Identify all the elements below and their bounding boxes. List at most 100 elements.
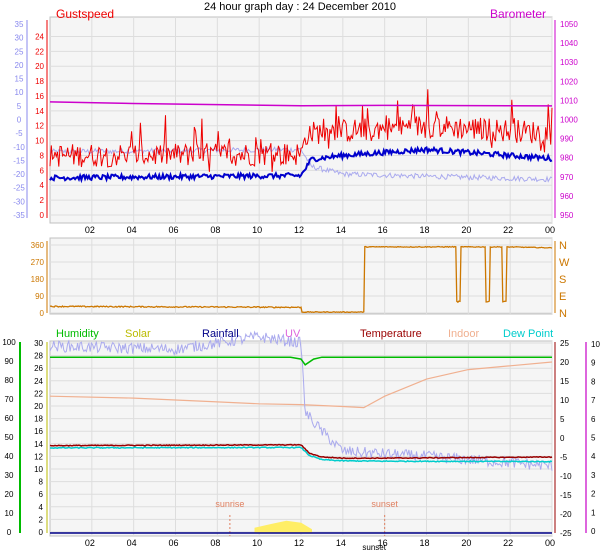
humidity-axis-tick-label: 70 [5,395,14,404]
legend-item: Temperature [360,328,422,340]
solar-axis-tick-label: 12 [34,452,43,461]
temperature-axis-tick-label: 25 [560,339,569,348]
temp-humidity-x-tick-label: 10 [252,538,262,548]
temp-humidity-x-tick-label: 22 [503,538,513,548]
wind-baro-x-tick-label: 10 [252,225,262,235]
wind-baro-x-tick-label: 04 [127,225,137,235]
temperature-axis-tick-label: -15 [560,491,572,500]
wind-baro-x-tick-label: 14 [336,225,346,235]
uv-axis-tick-label: 4 [591,452,596,461]
left-axis-1-tick-label: 20 [15,61,24,70]
humidity-axis-tick-label: 100 [2,338,16,347]
barometer-axis-tick-label: 1000 [560,116,578,125]
humidity-axis-tick-label: 10 [5,509,14,518]
wind-direction-line [49,245,553,314]
wind-baro-x-tick-label: 22 [503,225,513,235]
left-axis-1-tick-label: -15 [13,156,25,165]
gust-axis-tick-label: 4 [40,181,45,190]
wind-baro-x-tick-label: 02 [85,225,95,235]
left-axis-1-tick-label: -25 [13,184,25,193]
barometer-axis-tick-label: 960 [560,192,574,201]
temp-humidity-x-tick-label: 18 [419,538,429,548]
temperature-line [49,443,553,460]
left-axis-1-tick-label: -5 [15,129,23,138]
temp-line [49,330,553,471]
uv-axis-tick-label: 5 [591,434,596,443]
solar-axis-tick-label: 16 [34,427,43,436]
uv-axis-tick-label: 7 [591,396,596,405]
sunset-label: sunset [371,499,398,509]
wind-baro-x-tick-label: 16 [378,225,388,235]
gustspeed-label: Gustspeed [56,7,114,21]
barometer-label: Barometer [490,7,546,21]
barometer-line [49,101,553,107]
legend-item: Solar [125,328,151,340]
uv-axis-tick-label: 3 [591,471,596,480]
solar-axis-tick-label: 22 [34,389,43,398]
temperature-axis-tick-label: 10 [560,396,569,405]
solar-axis-tick-label: 2 [39,515,44,524]
temp-humidity-x-tick-label: 12 [294,538,304,548]
gust-axis-tick-label: 6 [40,166,45,175]
uv-axis-tick-label: 9 [591,359,596,368]
barometer-axis-tick-label: 1020 [560,77,578,86]
temperature-axis-tick-label: -25 [560,529,572,538]
solar-area [254,520,312,533]
left-axis-1-tick-label: 0 [17,116,22,125]
compass-tick-label: S [559,274,566,286]
uv-axis-tick-label: 6 [591,415,596,424]
gust-axis-tick-label: 12 [35,122,44,131]
wind-baro-series [49,89,553,184]
humidity-axis-tick-label: 0 [7,528,12,537]
left-axis-1-tick-label: 15 [15,75,24,84]
humidity-axis-tick-label: 40 [5,452,14,461]
dewpoint-line [50,446,553,463]
left-axis-1-tick-label: 10 [15,88,24,97]
left-axis-1-tick-label: -35 [13,211,25,220]
wind-baro-x-tick-label: 18 [419,225,429,235]
temp-humidity-axes: 1009080706050403020100302826242220181614… [2,338,600,538]
temp-humidity-x-tick-label: 08 [210,538,220,548]
left-axis-1-tick-label: 35 [15,20,24,29]
humidity-axis-tick-label: 20 [5,490,14,499]
temp-humidity-grid: 02 04 06 08 10 12 14 16 18 20 22 00 sunrise sunset sun… [50,341,555,552]
gust-axis-tick-label: 20 [35,62,44,71]
temp-humidity-x-tick-label: 14 [336,538,346,548]
windspeed-line [49,145,553,184]
solar-axis-tick-label: 4 [39,503,44,512]
gust-axis-tick-label: 16 [35,92,44,101]
direction-axis-tick-label: 360 [31,241,45,250]
solar-axis-tick-label: 30 [34,339,43,348]
page-title: 24 hour graph day : 24 December 2010 [204,1,396,13]
humidity-axis-tick-label: 80 [5,376,14,385]
compass-tick-label: N [559,308,567,320]
solar-axis-tick-label: 28 [34,352,43,361]
solar-axis-tick-label: 14 [34,440,43,449]
wind-baro-x-tick-label: 08 [210,225,220,235]
wind-baro-panel: 02 04 06 08 10 12 14 16 18 20 22 00 35302520151050-… [13,7,578,235]
legend-item: UV [285,328,301,340]
solar-axis-tick-label: 18 [34,415,43,424]
barometer-axis-tick-label: 950 [560,211,574,220]
solar-axis-tick-label: 6 [39,490,44,499]
temperature-axis-tick-label: 20 [560,358,569,367]
legend-item: Dew Point [503,328,553,340]
legend-item: Indoor [448,328,480,340]
gust-axis-tick-label: 2 [40,196,45,205]
gust-axis-tick-label: 14 [35,107,44,116]
temp-humidity-x-tick-label: 06 [168,538,178,548]
direction-axis-tick-label: 180 [31,275,45,284]
barometer-axis-tick-label: 1040 [560,39,578,48]
uv-axis-tick-label: 10 [591,340,600,349]
legend-item: Rainfall [202,328,239,340]
temp-humidity-legend: Humidity Solar Rainfall UV Temperature Indoor… [56,328,553,340]
humidity-axis-tick-label: 30 [5,471,14,480]
temp-humidity-x-tick-label: 20 [461,538,471,548]
gust-axis-tick-label: 0 [40,211,45,220]
temperature-axis-tick-label: -10 [560,472,572,481]
legend-item: Humidity [56,328,99,340]
